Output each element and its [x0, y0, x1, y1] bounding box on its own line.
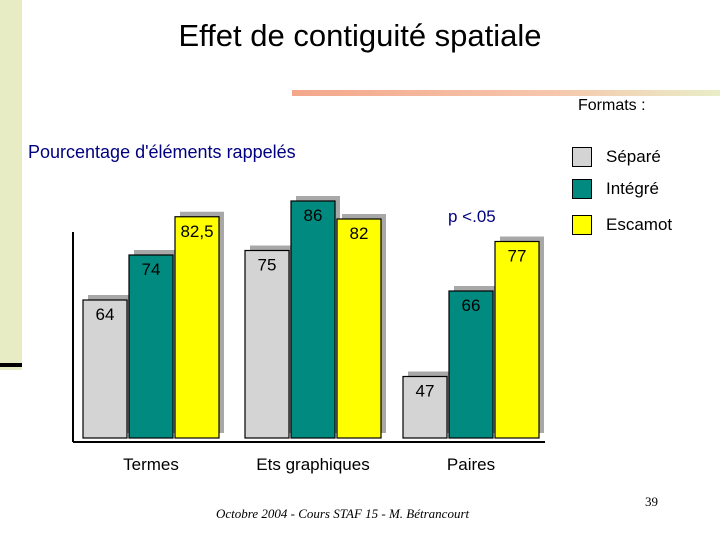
- bar-ets-graphiques-escamot: [336, 218, 382, 439]
- side-decoration-line: [0, 363, 22, 367]
- bar-paires-integre: [448, 290, 494, 439]
- category-label-ets-graphiques: Ets graphiques: [256, 455, 369, 474]
- title-underline: [292, 90, 720, 96]
- significance-annotation: p <.05: [448, 207, 496, 226]
- legend-swatch-escamot: [572, 215, 592, 235]
- data-label-termes-escamot: 82,5: [180, 222, 213, 241]
- slide-title: Effet de contiguité spatiale: [178, 18, 542, 53]
- bar-ets-graphiques-integre: [290, 200, 336, 439]
- category-label-paires: Paires: [447, 455, 495, 474]
- data-label-termes-separe: 64: [96, 305, 115, 324]
- slide-footer: Octobre 2004 - Cours STAF 15 - M. Bétran…: [216, 506, 470, 521]
- legend-label-separe: Séparé: [606, 147, 661, 166]
- data-label-ets-graphiques-integre: 86: [304, 206, 323, 225]
- legend-title: Formats :: [578, 97, 646, 114]
- bar-ets-graphiques-separe: [244, 249, 290, 439]
- page-number: 39: [645, 494, 658, 509]
- data-label-ets-graphiques-separe: 75: [258, 256, 277, 275]
- bar-termes-integre: [128, 254, 174, 439]
- category-label-termes: Termes: [123, 455, 179, 474]
- data-label-paires-separe: 47: [416, 382, 435, 401]
- side-decoration-bar: [0, 0, 22, 370]
- bars-layer: [82, 196, 544, 439]
- data-label-paires-escamot: 77: [508, 247, 527, 266]
- data-label-termes-integre: 74: [142, 260, 161, 279]
- legend-label-integre: Intégré: [606, 179, 659, 198]
- bar-paires-separe: [402, 375, 448, 439]
- labels-layer: 64 74 82,5 Termes 75 86 82 Ets graphiques 47 66 77…: [96, 206, 527, 474]
- legend-swatch-integre: [572, 179, 592, 199]
- data-label-ets-graphiques-escamot: 82: [350, 224, 369, 243]
- legend-swatch-separe: [572, 147, 592, 167]
- bar-paires-escamot: [494, 240, 540, 439]
- bar-termes-separe: [82, 299, 128, 439]
- legend-label-escamot: Escamot: [606, 215, 673, 234]
- chart-subtitle: Pourcentage d'éléments rappelés: [28, 142, 296, 162]
- bar-termes-escamot: [174, 216, 220, 439]
- data-label-paires-integre: 66: [462, 296, 481, 315]
